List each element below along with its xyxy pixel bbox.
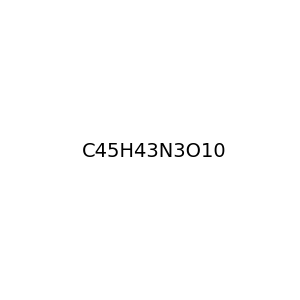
Text: C45H43N3O10: C45H43N3O10: [81, 142, 226, 161]
